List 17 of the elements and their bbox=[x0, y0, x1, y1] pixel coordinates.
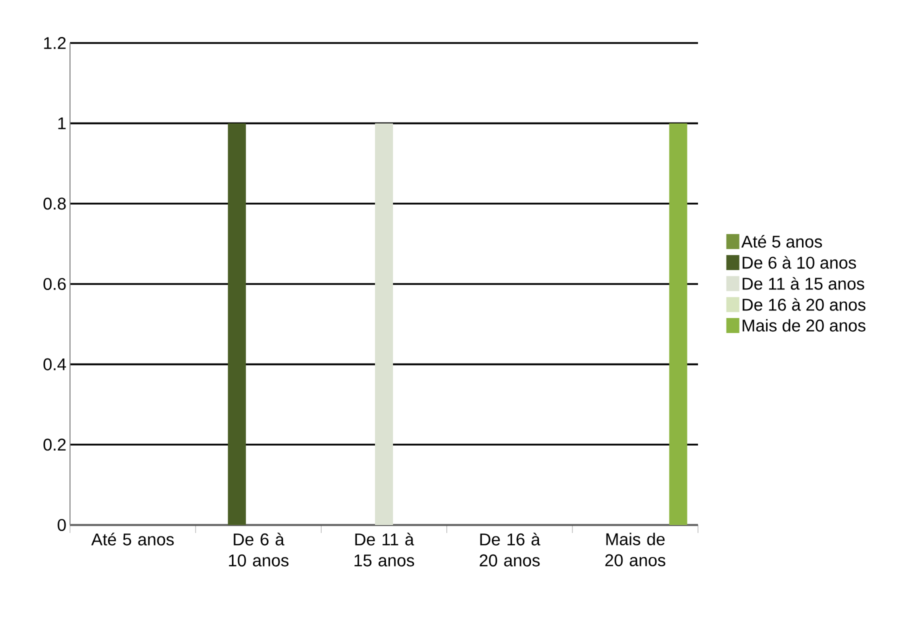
y-tick-label: 0.6 bbox=[44, 278, 66, 290]
y-tick-label: 0 bbox=[58, 518, 66, 532]
y-tick-label: 1.2 bbox=[44, 37, 66, 49]
x-tick-label: De 11 à 15 anos bbox=[354, 532, 414, 566]
legend-label: De 11 à 15 anos bbox=[742, 277, 864, 290]
legend-label: Até 5 anos bbox=[741, 235, 822, 248]
x-tick-label: De 16 à 20 anos bbox=[480, 532, 540, 566]
x-tick-label: De 6 à 10 anos bbox=[228, 532, 288, 566]
y-tick-label: 0.8 bbox=[44, 198, 66, 210]
x-tick-label: Até 5 anos bbox=[91, 532, 174, 546]
y-tick-label: 0.4 bbox=[44, 358, 66, 370]
y-tick-label: 0.2 bbox=[44, 438, 66, 451]
legend-label: Mais de 20 anos bbox=[742, 319, 866, 332]
y-tick-label: 1 bbox=[58, 117, 66, 130]
legend-label: De 16 à 20 anos bbox=[742, 298, 866, 311]
x-tick-label: Mais de 20 anos bbox=[605, 532, 666, 566]
legend-label: De 6 à 10 anos bbox=[742, 256, 856, 269]
